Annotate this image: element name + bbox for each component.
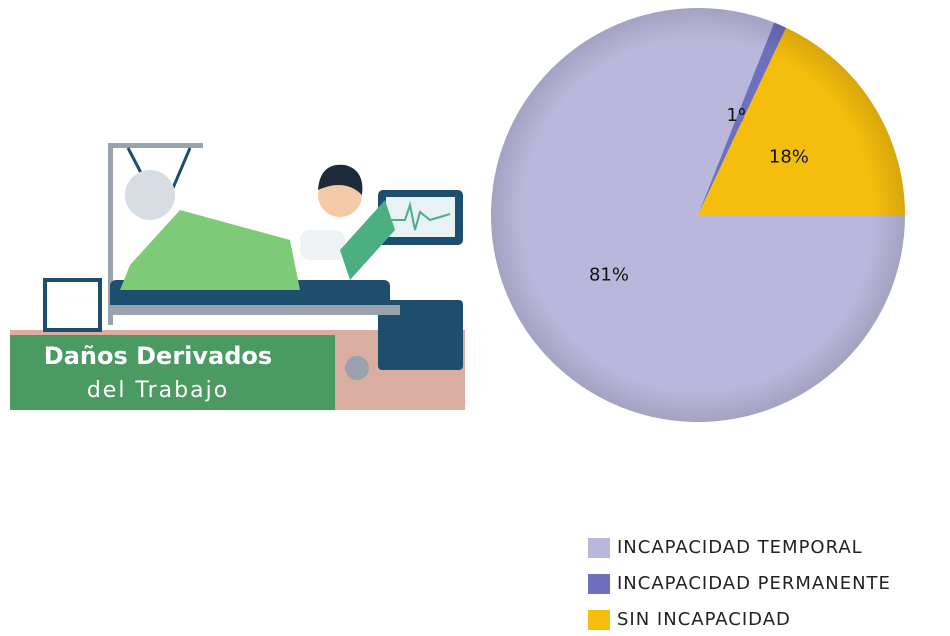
legend-swatch bbox=[588, 574, 610, 594]
pillow bbox=[340, 200, 395, 280]
pie-shade bbox=[491, 8, 905, 422]
wheel bbox=[345, 356, 369, 380]
hair bbox=[318, 164, 363, 195]
bed-frame bbox=[110, 305, 400, 315]
blanket bbox=[120, 210, 300, 290]
shirt bbox=[300, 230, 345, 260]
banner-subtitle: del Trabajo bbox=[87, 378, 229, 403]
table bbox=[43, 278, 102, 332]
legend-swatch bbox=[588, 538, 610, 558]
banner bbox=[10, 335, 335, 410]
bed-bar bbox=[108, 143, 203, 148]
cabinet bbox=[378, 300, 463, 370]
legend-label: INCAPACIDAD TEMPORAL bbox=[617, 537, 863, 558]
monitor-wave bbox=[390, 201, 451, 231]
cast bbox=[125, 170, 175, 220]
legend-label: SIN INCAPACIDAD bbox=[617, 609, 791, 630]
monitor-screen bbox=[386, 197, 455, 237]
illustration: Daños Derivados del Trabajo bbox=[10, 143, 465, 410]
banner-title: Daños Derivados bbox=[44, 342, 272, 370]
bed-pole bbox=[108, 145, 113, 325]
legend-swatch bbox=[588, 610, 610, 630]
legend-label: INCAPACIDAD PERMANENTE bbox=[617, 573, 891, 594]
